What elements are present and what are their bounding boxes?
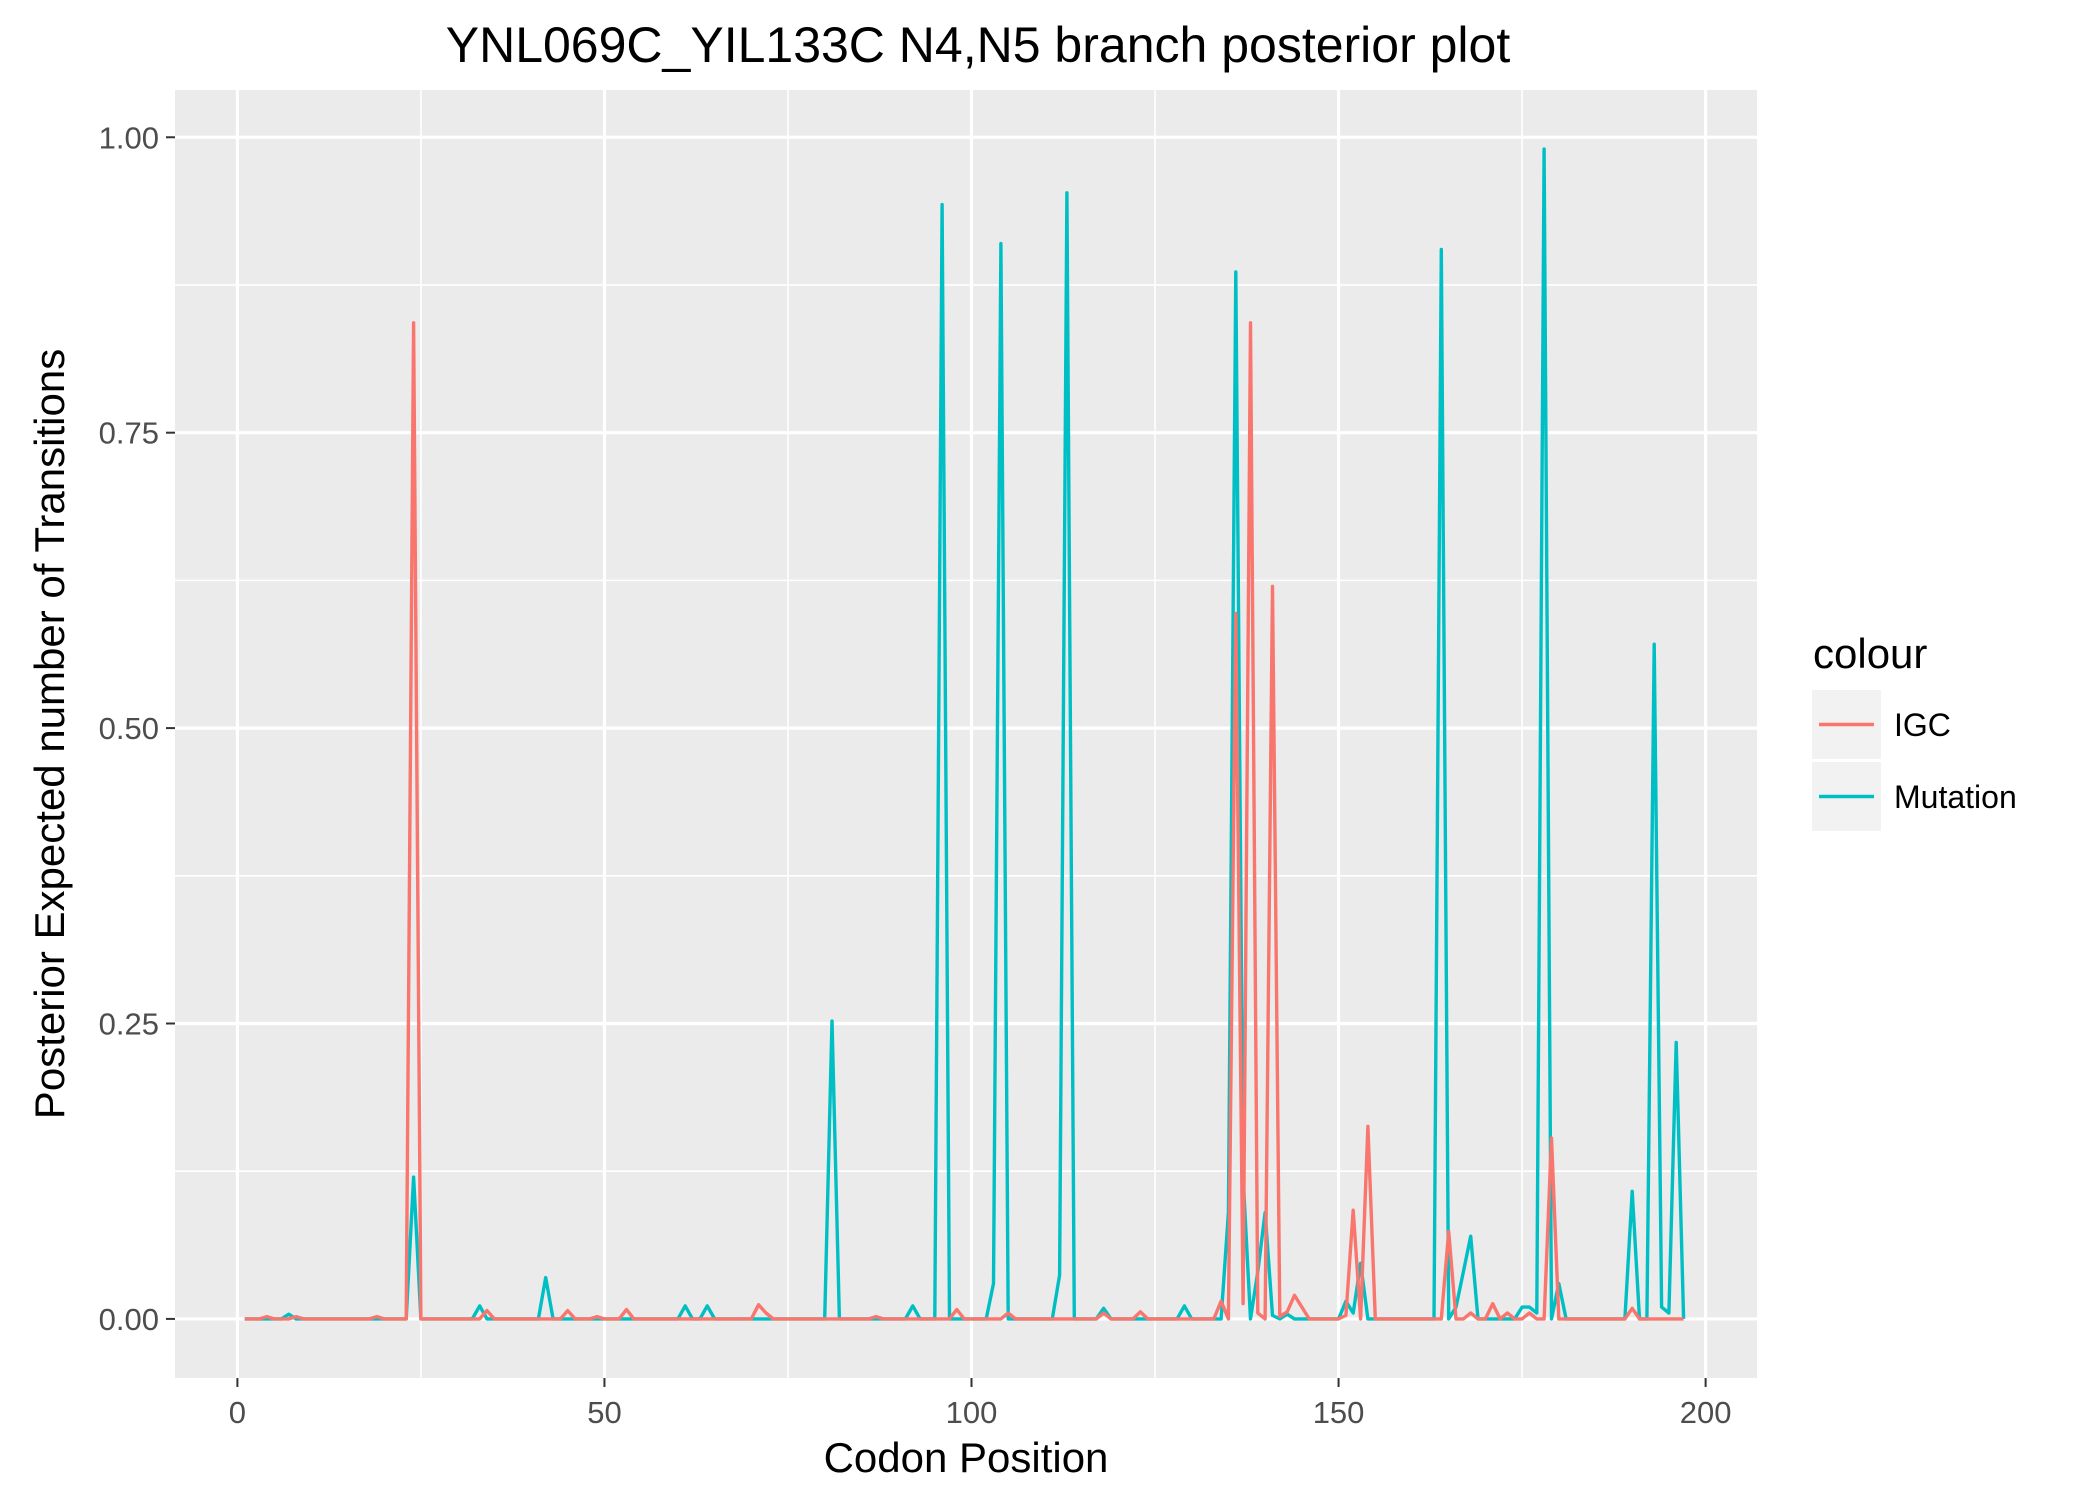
x-axis-title: Codon Position (824, 1434, 1109, 1481)
x-tick-label: 100 (946, 1395, 998, 1430)
y-tick-label: 0.75 (99, 416, 159, 451)
plot-panel (175, 90, 1757, 1378)
y-tick-label: 0.00 (99, 1302, 159, 1337)
legend-items: IGC Mutation (1812, 690, 2017, 831)
x-tick-label: 150 (1313, 1395, 1365, 1430)
legend: colour IGC Mutation (1812, 630, 2017, 831)
y-axis-title: Posterior Expected number of Transitions (26, 349, 73, 1119)
y-tick-label: 1.00 (99, 120, 159, 155)
y-axis: 0.00 0.25 0.50 0.75 1.00 (99, 120, 175, 1337)
chart-title: YNL069C_YIL133C N4,N5 branch posterior p… (446, 17, 1511, 73)
series-layer (244, 147, 1686, 1321)
legend-title: colour (1813, 630, 1927, 677)
y-tick-label: 0.25 (99, 1007, 159, 1042)
legend-label-igc: IGC (1894, 707, 1951, 743)
x-tick-label: 50 (587, 1395, 621, 1430)
minor-gridlines (175, 90, 1757, 1378)
x-tick-label: 200 (1680, 1395, 1732, 1430)
y-tick-label: 0.50 (99, 711, 159, 746)
x-tick-label: 0 (229, 1395, 246, 1430)
x-axis: 0 50 100 150 200 (229, 1378, 1732, 1430)
legend-label-mutation: Mutation (1894, 779, 2017, 815)
series-line-igc (244, 321, 1684, 1321)
